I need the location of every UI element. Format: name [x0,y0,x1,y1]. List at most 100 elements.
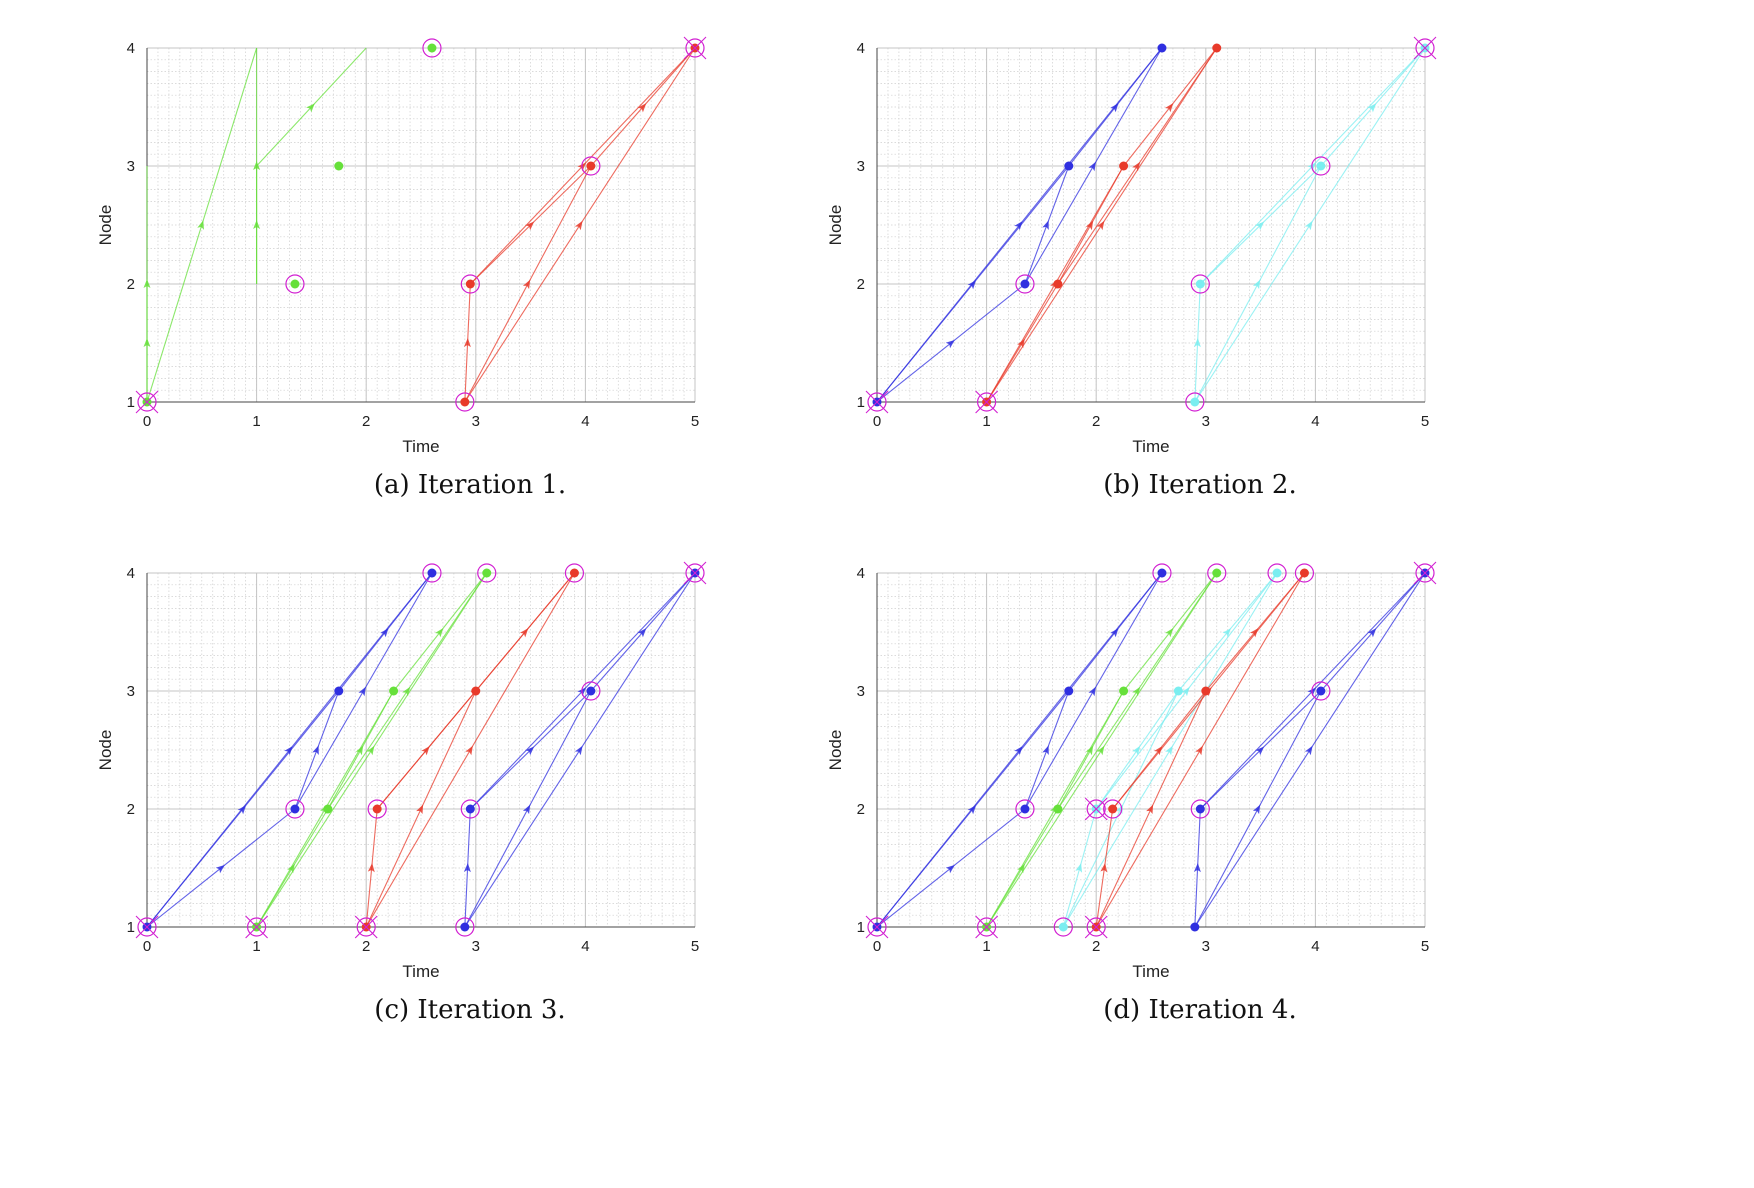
edge-arrowhead [1304,745,1313,756]
x-tick-label: 0 [143,938,151,955]
y-axis-label: Node [826,730,845,771]
edge-arrowhead [1088,161,1096,172]
node-point [1201,686,1211,696]
edge-arrowhead [1193,338,1201,348]
node-point [1064,161,1074,171]
edge-arrowhead [519,628,529,638]
caption-iteration-1: (a) Iteration 1. [373,470,567,500]
node-point [1212,568,1222,578]
x-tick-label: 2 [1092,413,1100,430]
node-ring-marker [581,156,601,176]
node-ring-marker [356,917,376,937]
node-point [465,279,475,289]
caption-iteration-3: (c) Iteration 3. [374,995,566,1025]
edge-arrowhead [463,338,471,348]
edge-arrowhead [1304,220,1313,231]
node-point [427,568,437,578]
node-ring-marker [1152,563,1172,583]
edge-arrowhead [574,745,583,756]
y-tick-label: 2 [127,276,135,293]
node-ring-marker [977,917,997,937]
node-point [1173,686,1183,696]
edge-arrowhead [574,220,583,231]
job-series [135,563,442,939]
edge-arrowhead [355,745,364,756]
edge-arrowhead [522,279,531,290]
x-tick-label: 1 [982,938,990,955]
edge-arrowhead [1132,745,1141,756]
x-axis-label: Time [1132,437,1169,456]
job-series [1190,561,1437,932]
edge-arrowhead [463,863,471,873]
y-tick-label: 2 [857,801,865,818]
node-ring-marker [1086,799,1106,819]
edge-arrowhead [1195,745,1203,756]
node-ring-marker [1267,563,1287,583]
node-ring-marker [422,563,442,583]
node-ring-marker [247,917,267,937]
node-point [372,804,382,814]
edge-arrowhead [945,339,955,349]
x-tick-label: 3 [472,413,480,430]
node-ring-marker [285,799,305,819]
node-cross-marker [245,915,268,939]
job-series [1084,563,1315,939]
edge-arrowhead [1110,103,1119,113]
node-ring-marker [685,38,705,58]
y-tick-label: 3 [127,158,135,175]
y-tick-label: 1 [857,394,865,411]
edge-arrowhead [1193,863,1201,873]
edge-arrowhead [1100,863,1108,873]
node-point [1053,279,1063,289]
edge-arrowhead [143,279,151,288]
panel-iteration-3: 0 1 2 3 4 5 1 2 3 4 Time Node (c) Iteration 3. [40,525,900,1119]
edge-arrowhead [197,220,204,230]
node-cross-marker [865,915,889,939]
job-series [1185,36,1437,412]
node-point [1020,279,1030,289]
x-tick-label: 0 [873,938,881,955]
edge-arrowhead [1255,221,1265,231]
job-series [865,43,1167,414]
node-point [586,161,596,171]
node-cross-marker [975,390,998,414]
node-cross-marker [135,390,159,414]
x-tick-label: 0 [143,413,151,430]
node-point [1195,804,1205,814]
node-ring-marker [1185,392,1205,412]
node-ring-marker [460,799,480,819]
node-point [427,43,437,53]
node-point [1190,397,1200,407]
node-point [334,161,344,171]
node-ring-marker [564,563,585,583]
edge-arrowhead [366,745,375,756]
panel-iteration-2: 0 1 2 3 4 5 1 2 3 4 Time Node (b) Iteration 2. [770,0,1630,594]
job-series [865,563,1172,939]
node-ring-marker [455,392,475,412]
x-tick-label: 5 [691,413,699,430]
job-series [455,36,707,412]
y-tick-label: 2 [857,276,865,293]
node-point [1020,804,1030,814]
node-point [460,922,470,932]
node-point [482,568,492,578]
grid [146,572,696,928]
node-cross-marker [354,915,378,939]
node-point [1064,686,1074,696]
edge-arrowhead [367,863,375,873]
job-series [455,561,707,937]
node-ring-marker [1190,274,1210,294]
node-ring-marker [1415,563,1435,583]
edge-arrowhead [1146,804,1154,815]
edge-arrowhead [637,103,647,113]
y-tick-label: 4 [857,565,865,582]
node-point [1195,279,1205,289]
node-ring-marker [1053,917,1073,937]
y-axis-label: Node [96,205,115,246]
node-ring-marker [137,392,157,412]
y-tick-label: 4 [127,40,135,57]
node-cross-marker [1084,797,1108,821]
x-tick-label: 3 [472,938,480,955]
y-tick-label: 3 [127,683,135,700]
